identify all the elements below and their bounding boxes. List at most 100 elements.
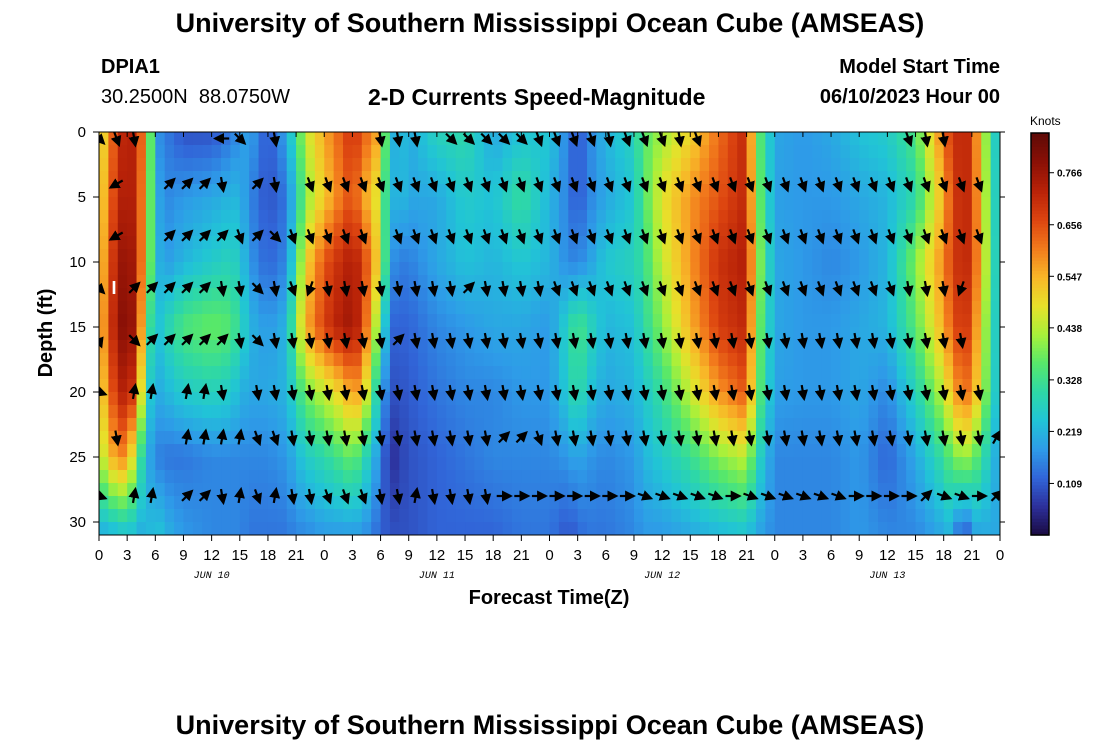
current-vector-arrow: [251, 229, 264, 242]
heatmap-cell: [624, 379, 635, 393]
heatmap-cell: [699, 132, 710, 146]
heatmap-cell: [934, 327, 945, 341]
heatmap-cell: [521, 405, 532, 419]
heatmap-cell: [709, 197, 720, 211]
heatmap-cell: [652, 418, 663, 432]
heatmap-cell: [474, 158, 485, 172]
heatmap-cell: [953, 379, 964, 393]
heatmap-cell: [399, 405, 410, 419]
heatmap-cell: [352, 470, 363, 484]
heatmap-cell: [333, 353, 344, 367]
heatmap-cell: [549, 301, 560, 315]
heatmap-cell: [643, 470, 654, 484]
heatmap-cell: [596, 496, 607, 510]
heatmap-cell: [183, 444, 194, 458]
heatmap-cell: [174, 405, 185, 419]
heatmap-cell: [361, 197, 372, 211]
heatmap-cell: [436, 288, 447, 302]
heatmap-cell: [849, 340, 860, 354]
heatmap-cell: [117, 314, 128, 328]
page-title: University of Southern Mississippi Ocean…: [175, 8, 925, 38]
heatmap-cell: [812, 210, 823, 224]
heatmap-cell: [568, 509, 579, 523]
heatmap-cell: [690, 470, 701, 484]
heatmap-cell: [605, 405, 616, 419]
heatmap-cell: [633, 275, 644, 289]
heatmap-cell: [896, 171, 907, 185]
heatmap-cell: [399, 353, 410, 367]
colorbar-segment: [1031, 176, 1049, 181]
heatmap-cell: [755, 353, 766, 367]
current-vector-arrow: [374, 384, 386, 402]
current-vector-arrow: [709, 281, 720, 297]
heatmap-cell: [277, 483, 288, 497]
heatmap-cell: [549, 457, 560, 471]
heatmap-cell: [127, 249, 138, 263]
heatmap-cell: [943, 236, 954, 250]
heatmap-cell: [249, 522, 260, 535]
heatmap-cell: [962, 327, 973, 341]
heatmap-cell: [465, 301, 476, 315]
heatmap-cell: [239, 457, 250, 471]
heatmap-cell: [784, 210, 795, 224]
heatmap-cell: [324, 444, 335, 458]
heatmap-cell: [727, 457, 738, 471]
heatmap-cell: [249, 184, 260, 198]
current-vector-arrow: [533, 132, 544, 148]
heatmap-cell: [427, 184, 438, 198]
heatmap-cell: [465, 249, 476, 263]
heatmap-cell: [305, 197, 316, 211]
current-vector-arrow: [181, 489, 194, 502]
heatmap-cell: [465, 288, 476, 302]
heatmap-cell: [474, 210, 485, 224]
heatmap-cell: [540, 496, 551, 510]
heatmap-cell: [821, 392, 832, 406]
heatmap-cell: [371, 379, 382, 393]
heatmap-cell: [981, 405, 992, 419]
heatmap-cell: [333, 522, 344, 535]
heatmap-cell: [211, 353, 222, 367]
heatmap-cell: [896, 197, 907, 211]
heatmap-cell: [558, 379, 569, 393]
heatmap-cell: [511, 509, 522, 523]
heatmap-cell: [577, 457, 588, 471]
heatmap-cell: [540, 327, 551, 341]
x-tick-label: 3: [348, 547, 356, 564]
current-vector-arrow: [322, 229, 333, 245]
heatmap-cell: [802, 236, 813, 250]
current-vector-arrow: [726, 229, 738, 245]
heatmap-cell: [352, 522, 363, 535]
heatmap-cell: [793, 314, 804, 328]
heatmap-cell: [877, 379, 888, 393]
heatmap-cell: [108, 262, 119, 276]
colorbar-segment: [1031, 468, 1049, 472]
heatmap-cell: [680, 496, 691, 510]
heatmap-cell: [418, 353, 429, 367]
heatmap-cell: [127, 210, 138, 224]
heatmap-cell: [737, 275, 748, 289]
heatmap-cell: [267, 210, 278, 224]
heatmap-cell: [474, 288, 485, 302]
current-vector-arrow: [761, 281, 773, 297]
heatmap-cell: [352, 496, 363, 510]
heatmap-cell: [127, 288, 138, 302]
heatmap-cell: [530, 275, 541, 289]
heatmap-cell: [934, 301, 945, 315]
heatmap-cell: [680, 379, 691, 393]
heatmap-cell: [934, 145, 945, 159]
heatmap-cell: [699, 314, 710, 328]
heatmap-cell: [324, 210, 335, 224]
heatmap-cell: [249, 145, 260, 159]
heatmap-cell: [399, 314, 410, 328]
heatmap-cell: [474, 197, 485, 211]
heatmap-cell: [249, 444, 260, 458]
heatmap-cell: [887, 314, 898, 328]
heatmap-cell: [802, 327, 813, 341]
heatmap-cell: [277, 353, 288, 367]
heatmap-cell: [840, 236, 851, 250]
heatmap-cell: [971, 249, 982, 263]
heatmap-cell: [380, 223, 391, 237]
heatmap-cell: [690, 262, 701, 276]
heatmap-cell: [183, 249, 194, 263]
heatmap-cell: [511, 340, 522, 354]
